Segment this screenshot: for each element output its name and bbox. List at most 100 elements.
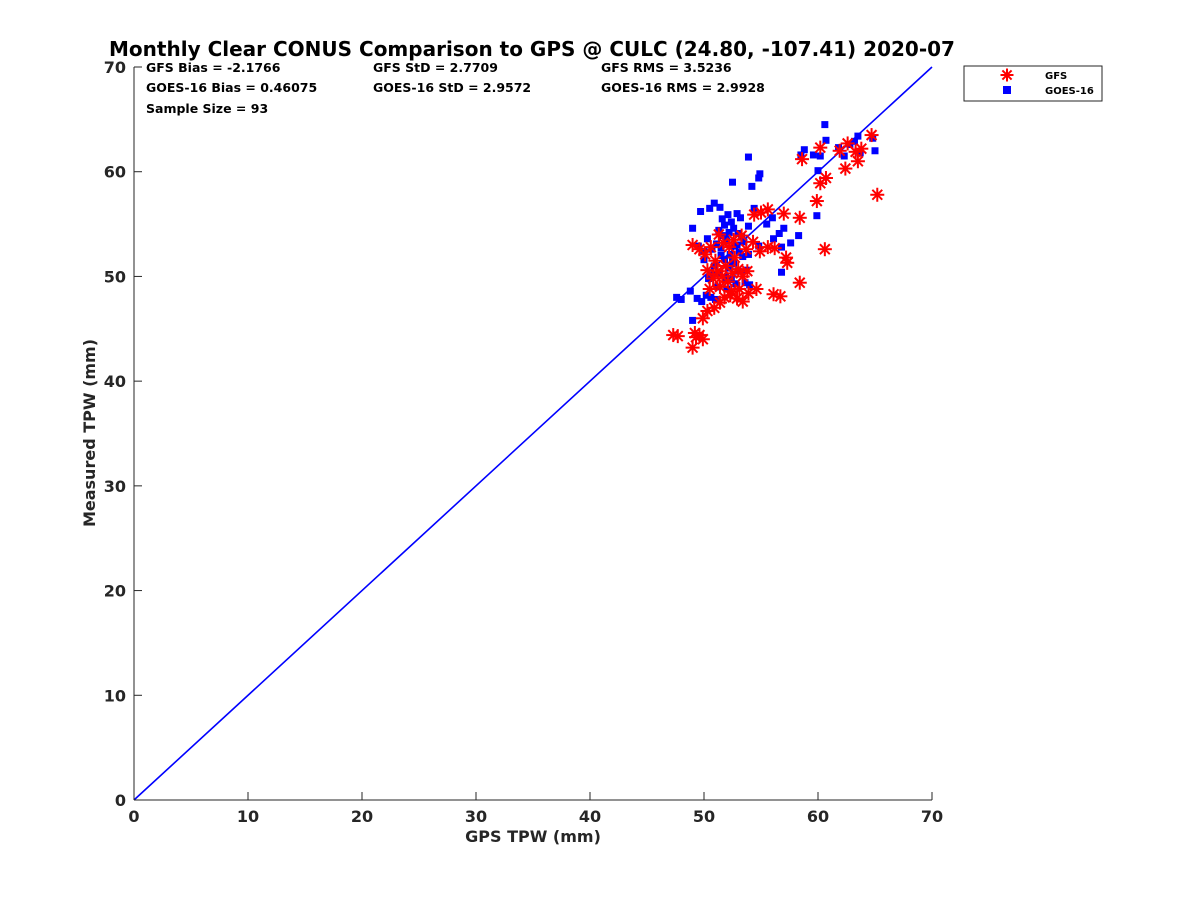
goes16-point-0 xyxy=(673,293,681,301)
goes16-point-43 xyxy=(730,224,738,232)
goes16-point-7 xyxy=(707,293,715,301)
gfs-point-67 xyxy=(864,128,879,143)
goes16-point-72 xyxy=(813,212,821,220)
goes16-point-70 xyxy=(814,167,822,175)
goes16-point-19 xyxy=(740,238,748,246)
x-tick-label-6: 60 xyxy=(807,807,829,826)
goes16-point-14 xyxy=(717,244,725,252)
gfs-point-33 xyxy=(731,262,746,277)
goes16-point-8 xyxy=(711,295,719,303)
x-tick-label-5: 50 xyxy=(693,807,715,826)
goes16-point-79 xyxy=(854,132,862,140)
legend-gfs-asterisk xyxy=(1000,68,1014,82)
gfs-point-22 xyxy=(698,247,713,262)
x-tick-label-3: 30 xyxy=(465,807,487,826)
gfs-point-25 xyxy=(706,271,721,286)
gfs-point-16 xyxy=(749,281,764,296)
goes16-point-54 xyxy=(795,232,803,240)
goes16-point-3 xyxy=(689,316,697,324)
y-tick-label-2: 20 xyxy=(104,582,126,601)
stat-gfs-bias: GFS Bias = -2.1766 xyxy=(146,60,281,75)
goes16-point-64 xyxy=(756,170,764,178)
goes16-point-2 xyxy=(686,287,694,295)
goes16-point-4 xyxy=(693,294,701,302)
gfs-point-14 xyxy=(735,294,750,309)
goes16-point-42 xyxy=(725,228,733,236)
goes16-point-60 xyxy=(733,241,741,249)
legend-box xyxy=(963,65,1103,102)
goes16-point-49 xyxy=(775,229,783,237)
goes16-point-63 xyxy=(755,174,763,182)
gfs-point-5 xyxy=(695,332,710,347)
gfs-point-6 xyxy=(687,325,702,340)
y-tick-label-0: 0 xyxy=(115,791,126,810)
gfs-point-1 xyxy=(670,329,685,344)
goes16-point-90 xyxy=(729,258,736,266)
gfs-point-29 xyxy=(712,279,727,294)
legend-gfs-label: GFS xyxy=(1045,71,1067,82)
gfs-point-69 xyxy=(854,141,869,156)
goes16-point-29 xyxy=(741,279,749,287)
identity-line xyxy=(133,66,933,801)
goes16-point-5 xyxy=(698,298,706,306)
goes16-point-13 xyxy=(713,240,721,248)
goes16-point-81 xyxy=(869,134,877,142)
goes16-point-22 xyxy=(721,256,729,264)
goes16-point-39 xyxy=(736,214,744,222)
goes16-point-55 xyxy=(755,242,763,250)
gfs-point-19 xyxy=(792,275,807,290)
goes16-point-92 xyxy=(722,273,730,281)
goes16-point-58 xyxy=(703,235,711,243)
gfs-point-23 xyxy=(703,240,718,255)
goes16-point-50 xyxy=(780,224,788,232)
gfs-point-35 xyxy=(740,264,755,279)
y-tick-label-1: 10 xyxy=(104,686,126,705)
stat-goes-rms: GOES-16 RMS = 2.9928 xyxy=(601,80,765,95)
y-tick-label-4: 40 xyxy=(104,372,126,391)
goes16-point-74 xyxy=(821,121,829,129)
goes16-point-11 xyxy=(700,247,708,255)
gfs-point-18 xyxy=(773,289,788,304)
gfs-point-21 xyxy=(692,242,707,257)
goes16-point-57 xyxy=(689,224,697,232)
x-tick-label-1: 10 xyxy=(237,807,259,826)
x-tick-label-4: 40 xyxy=(579,807,601,826)
goes16-point-45 xyxy=(744,222,752,230)
x-tick-label-0: 0 xyxy=(128,807,139,826)
gfs-point-53 xyxy=(779,250,794,265)
goes16-point-30 xyxy=(746,281,754,289)
legend-gfs-marker xyxy=(1000,68,1014,82)
stat-goes-std: GOES-16 StD = 2.9572 xyxy=(373,80,531,95)
gfs-point-70 xyxy=(760,240,775,255)
gfs-point-65 xyxy=(850,154,865,169)
gfs-point-38 xyxy=(722,240,737,255)
goes16-point-53 xyxy=(778,243,786,251)
goes16-point-10 xyxy=(694,242,702,250)
goes16-point-35 xyxy=(718,215,726,223)
gfs-point-50 xyxy=(760,202,775,217)
goes16-point-75 xyxy=(835,144,843,152)
ticks: 0 10 20 30 40 50 60 70 0 10 20 30 40 50 60 70 xyxy=(104,58,943,826)
stat-sample-size: Sample Size = 93 xyxy=(146,101,268,116)
gfs-point-56 xyxy=(795,152,810,167)
goes16-point-88 xyxy=(700,256,708,264)
gfs-point-32 xyxy=(727,250,742,265)
gfs-point-40 xyxy=(734,228,749,243)
gfs-point-7 xyxy=(695,311,710,326)
goes16-point-82 xyxy=(871,147,879,155)
goes16-point-89 xyxy=(717,251,725,259)
gfs-point-47 xyxy=(702,281,717,296)
goes16-point-1 xyxy=(677,295,685,303)
x-tick-label-7: 70 xyxy=(921,807,943,826)
goes16-point-56 xyxy=(744,250,752,258)
goes16-point-80 xyxy=(856,149,864,157)
y-tick-label-3: 30 xyxy=(104,477,126,496)
goes16-point-28 xyxy=(732,280,740,288)
gfs-point-2 xyxy=(685,340,700,355)
goes16-point-31 xyxy=(697,208,705,216)
goes16-point-67 xyxy=(797,151,805,159)
goes16-point-78 xyxy=(850,137,858,145)
gfs-point-51 xyxy=(776,206,791,221)
goes16-point-41 xyxy=(721,221,729,229)
